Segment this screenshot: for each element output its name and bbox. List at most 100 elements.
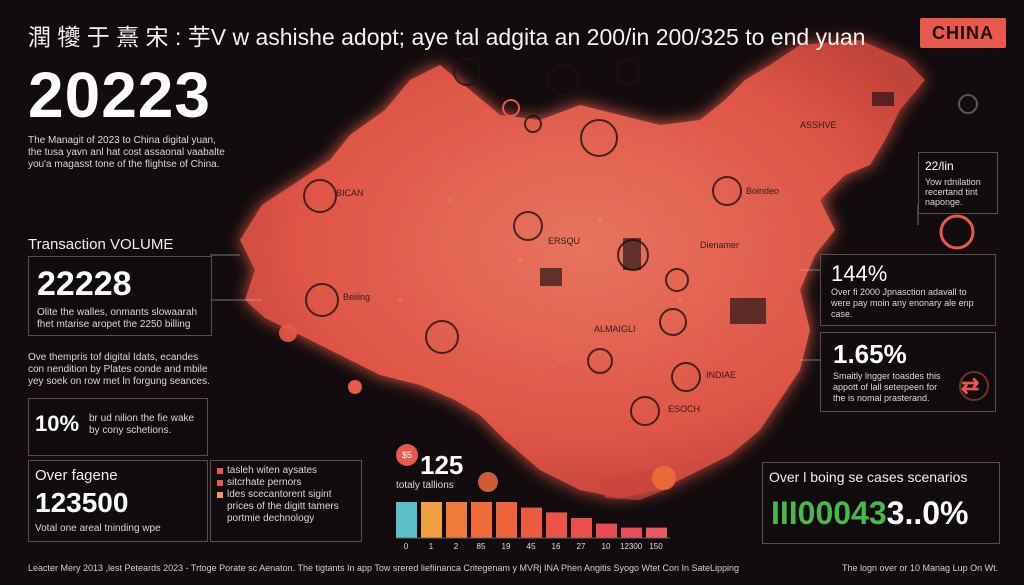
stat-10-line: br ud nilion the fie wake (89, 413, 195, 424)
bar-chart (396, 502, 670, 539)
bar-tick-label: 1 (428, 542, 434, 551)
bar-tick-label: 0 (403, 542, 409, 551)
transaction-value: 22228 (37, 265, 132, 303)
bar-tick-label: 2 (453, 542, 459, 551)
right-top-line: recertand tint (925, 187, 978, 197)
scenarios-panel: Over l boing se cases scenarios III00043… (762, 462, 1000, 544)
overview-text: Ove thempris tof digital Idats, ecandes … (28, 352, 210, 388)
bar (646, 527, 667, 538)
bar (496, 502, 517, 538)
bar (546, 512, 567, 538)
legend-list: tasleh witen aysates sitcrhate pernors l… (217, 465, 339, 525)
over-fagene-label: Over fagene (35, 467, 118, 484)
intro-text: The Managit of 2023 to China digital yua… (28, 135, 238, 171)
chart-value: 125 (420, 450, 464, 480)
legend-text: portmie dechnology (227, 513, 315, 524)
stat-10-description: br ud nilion the fie wake by cony scheti… (89, 413, 194, 437)
right-top-description: Yow rdnilation recertand tint naponge. (925, 177, 981, 207)
legend-swatch (217, 468, 223, 474)
dollar-icon: $5 (396, 444, 418, 466)
stat-165-description: Smaitly lngger toasdes this appott of la… (833, 371, 941, 404)
bar (446, 502, 467, 538)
bar-tick-label: 150 (649, 542, 663, 551)
stat-165-line: the is nomal prasterand. (833, 393, 930, 403)
stat-144-line: were pay moin any enonary ale enp (831, 298, 974, 308)
country-badge: CHINA (920, 18, 1006, 48)
footer-left: Leacter Mery 2013 ,lest Peteards 2023 - … (28, 563, 740, 573)
over-fagene-sub: Votal one areal tninding wpe (35, 523, 161, 534)
right-top-line: naponge. (925, 197, 963, 207)
map-label: Dienamer (700, 240, 740, 250)
bar-tick-label: 19 (501, 542, 511, 551)
bar (596, 523, 617, 538)
stat-165-line: Smaitly lngger toasdes this (833, 371, 941, 381)
stat-165-line: appott of lall seterpeen for (833, 382, 938, 392)
footer-right: The logn over or 10 Manag Lup On Wt. (842, 563, 999, 573)
transaction-line: Olite the walles, onmants slowaarah (37, 307, 198, 318)
page-title: 潤 犪 于 熹 宋 : 芋V w ashishe adopt; aye tal … (28, 24, 866, 50)
map-label: ALMAIGLI (594, 324, 636, 334)
stat-165-panel: 1.65% Smaitly lngger toasdes this appott… (820, 332, 996, 412)
right-top-value: 22/lin (925, 159, 954, 173)
transaction-line: fhet mtarise aropet the 2250 billing (37, 319, 191, 330)
stat-10-value: 10% (35, 411, 80, 436)
map-label: ESOCH (668, 404, 701, 414)
legend-text: tasleh witen aysates (227, 465, 318, 476)
over-fagene-value: 123500 (35, 487, 129, 518)
right-top-line: Yow rdnilation (925, 177, 981, 187)
bar-tick-label: 12300 (620, 542, 643, 551)
scenarios-label: Over l boing se cases scenarios (769, 469, 968, 485)
scenarios-value-white: 3..0% (886, 495, 969, 531)
bar (471, 502, 492, 538)
currency-swap-icon: ⇄ (961, 373, 980, 398)
stat-144-panel: 144% Over fi 2000 Jpnasction adavall to … (820, 254, 996, 326)
overview-line: yey soek on row met ln forgung seances. (28, 376, 210, 387)
map-label: BICAN (336, 188, 364, 198)
chart-sub: totaly tallions (396, 480, 454, 491)
legend-text: sitcrhate pernors (227, 477, 302, 488)
legend-item: ldes scecantorent sigint (217, 489, 339, 501)
legend-panel: tasleh witen aysates sitcrhate pernors l… (210, 460, 362, 542)
transaction-label: Transaction VOLUME (28, 236, 174, 253)
intro-line: the tusa yavn anl hat cost assaonal vaab… (28, 147, 225, 158)
legend-item: prices of the digitt tamers (217, 501, 339, 513)
transaction-description: Olite the walles, onmants slowaarah fhet… (37, 307, 197, 331)
intro-line: you'a magasst tone of the flightse of Ch… (28, 159, 220, 170)
bar (396, 502, 417, 538)
legend-item: tasleh witen aysates (217, 465, 339, 477)
intro-line: The Managit of 2023 to China digital yua… (28, 135, 216, 146)
bar (571, 518, 592, 538)
map-label: ERSQU (548, 236, 581, 246)
stat-144-line: case. (831, 309, 853, 319)
headline-year: 20223 (28, 59, 211, 131)
overview-line: Ove thempris tof digital Idats, ecandes (28, 352, 199, 363)
overview-line: con nendition by Plates conde and mbile (28, 364, 208, 375)
stat-144-line: Over fi 2000 Jpnasction adavall to (831, 287, 967, 297)
legend-text: prices of the digitt tamers (227, 501, 339, 512)
over-fagene-panel: Over fagene 123500 Votal one areal tnind… (28, 460, 208, 542)
bar-tick-label: 16 (551, 542, 561, 551)
scenarios-value-green: III00043 (771, 495, 887, 531)
map-label: Boindeo (746, 186, 780, 196)
bar-tick-label: 45 (526, 542, 536, 551)
bar-tick-label: 10 (601, 542, 611, 551)
stat-165-value: 1.65% (833, 339, 907, 369)
scenarios-value: III000433..0% (771, 495, 968, 532)
stat-10-panel: 10% br ud nilion the fie wake by cony sc… (28, 398, 208, 456)
stat-144-description: Over fi 2000 Jpnasction adavall to were … (831, 287, 974, 320)
map-label: INDIAE (706, 370, 737, 380)
bar (621, 527, 642, 538)
legend-text: ldes scecantorent sigint (227, 489, 332, 500)
right-top-panel: 22/lin Yow rdnilation recertand tint nap… (918, 152, 998, 214)
legend-swatch (217, 492, 223, 498)
transaction-panel: 22228 Olite the walles, onmants slowaara… (28, 256, 212, 336)
bar-tick-label: 27 (576, 542, 586, 551)
bar-chart-ticks: 0 1 2 85 19 45 16 27 10 12300 150 (390, 542, 680, 554)
legend-swatch (217, 480, 223, 486)
map-label: ASSHVE (800, 120, 837, 130)
legend-item: sitcrhate pernors (217, 477, 339, 489)
legend-item: portmie dechnology (217, 513, 339, 525)
stat-10-line: by cony schetions. (89, 425, 172, 436)
stat-144-value: 144% (831, 261, 888, 286)
map-label: Beiiing (343, 292, 371, 302)
